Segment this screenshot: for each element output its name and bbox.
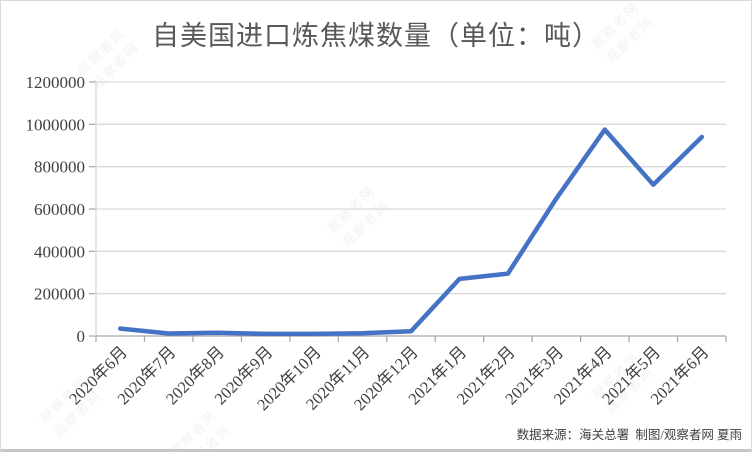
y-axis-tick-label: 200000 (34, 285, 85, 304)
y-axis-tick-label: 1200000 (26, 73, 86, 92)
y-axis-tick-label: 400000 (34, 242, 85, 261)
y-axis-tick-label: 800000 (34, 158, 85, 177)
y-axis-tick-label: 0 (77, 327, 86, 346)
chart-title: 自美国进口炼焦煤数量（单位：吨） (152, 21, 600, 51)
y-axis-tick-label: 1000000 (26, 115, 86, 134)
y-axis-tick-label: 600000 (34, 200, 85, 219)
footer-credit: 数据来源：海关总署 制图/观察者网 夏雨 (516, 428, 742, 442)
data-series-line (117, 127, 705, 337)
